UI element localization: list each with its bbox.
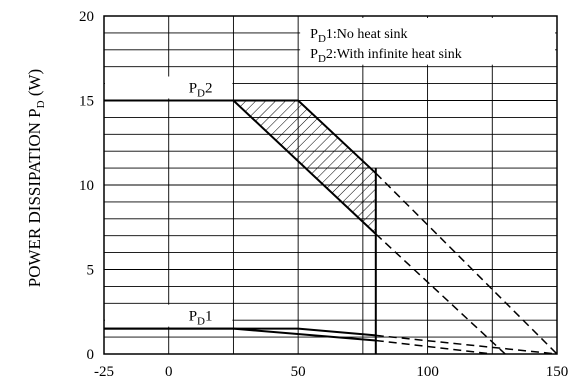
series-label-pd2: PD2 [189,81,213,100]
series-label-pd1: PD1 [189,309,213,328]
x-tick-label: 150 [546,364,569,380]
plot-frame [103,15,558,355]
x-tick-label: 50 [291,364,306,380]
series-line-solid [104,99,377,174]
series-line-solid [104,327,376,342]
series-line-dashed [375,339,493,355]
series-lines [104,99,558,355]
label-bg [105,76,233,99]
legend-entry: PD1:No heat sink [310,27,407,45]
series-labels: PD2 PD1 [105,76,233,328]
legend-box [300,18,555,65]
x-tick-label: -25 [94,364,114,380]
label-bg [105,304,233,327]
x-tick-label: 100 [416,364,439,380]
y-axis-label: POWER DISSIPATION PD (W) [25,69,47,287]
x-tick-label: 0 [165,364,173,380]
legend-entry: PD2:With infinite heat sink [310,47,462,65]
legend: PD1:No heat sink PD2:With infinite heat s… [300,18,555,65]
y-tick-label: 20 [79,9,94,25]
y-tick-label: 0 [87,347,95,363]
series-line-dashed [375,172,558,355]
y-tick-label: 15 [79,94,94,110]
series-line-dashed [375,334,558,355]
series-line-dashed [375,233,506,355]
y-tick-label: 10 [79,178,94,194]
y-tick-label: 5 [87,263,95,279]
